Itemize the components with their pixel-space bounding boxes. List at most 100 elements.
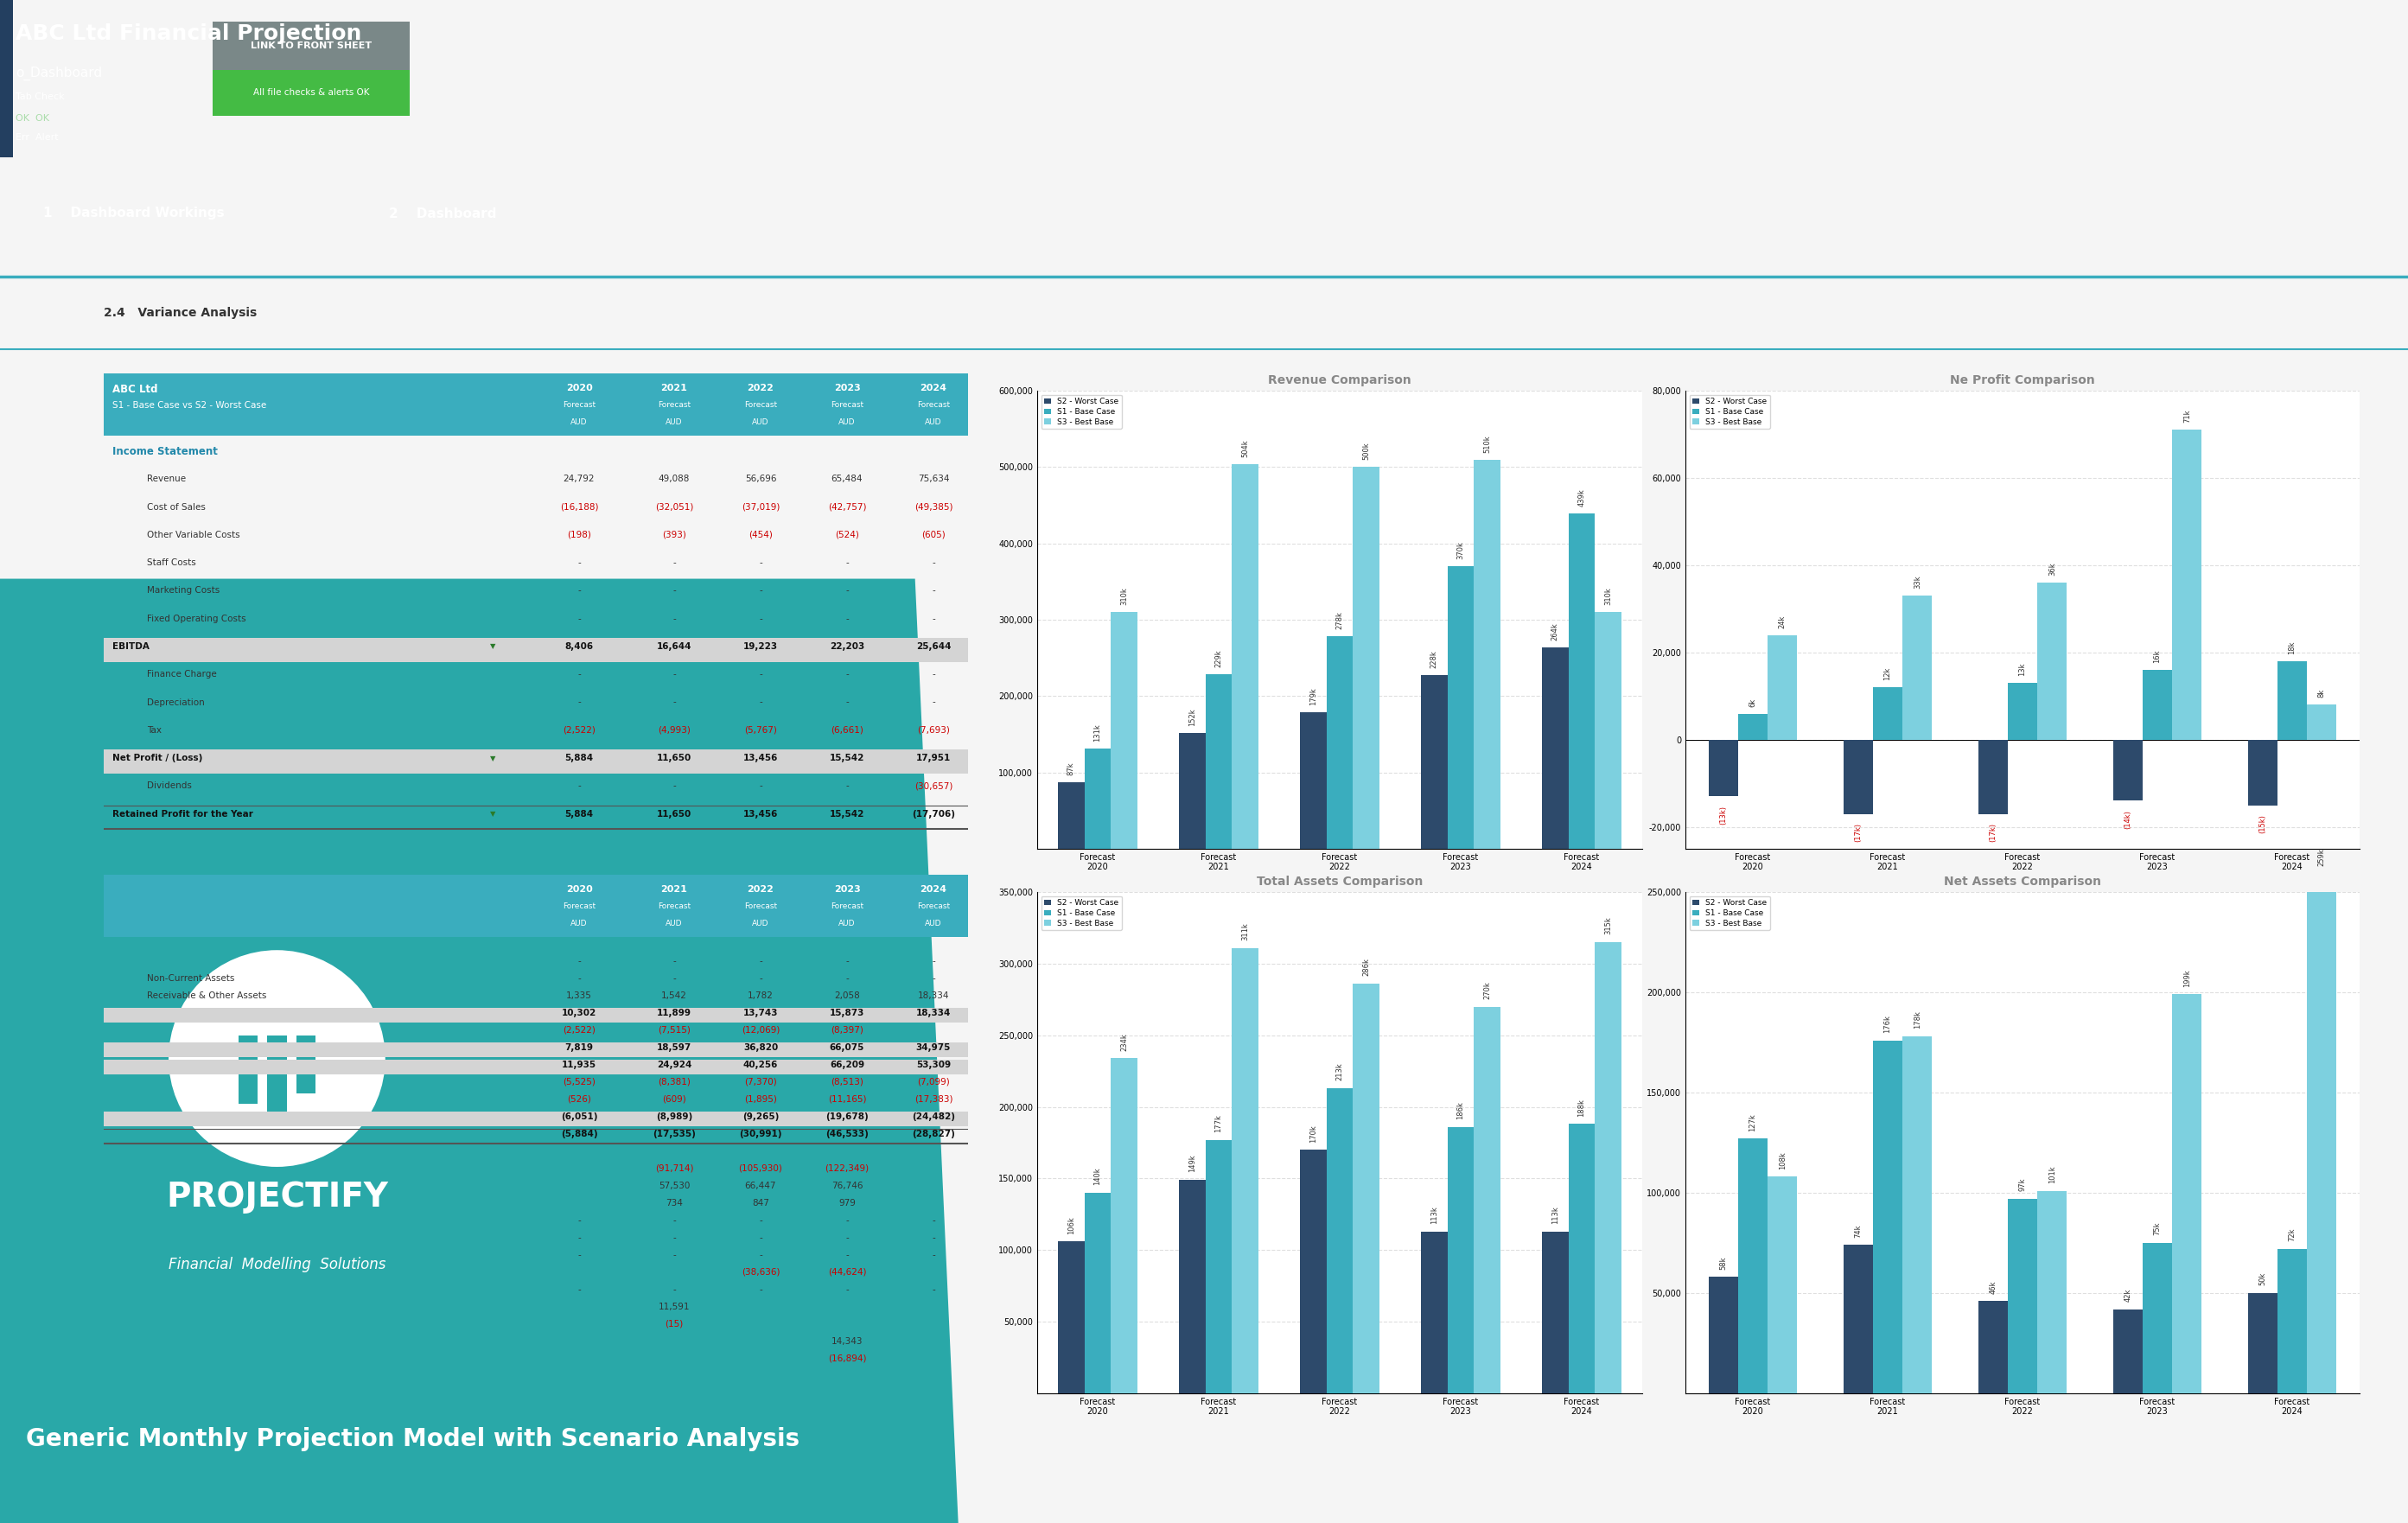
Text: (2,522): (2,522) — [563, 726, 595, 734]
Bar — [2112, 740, 2143, 801]
Bar — [1767, 635, 1796, 740]
Text: AUD: AUD — [925, 419, 942, 426]
Text: Forecast: Forecast — [563, 903, 595, 911]
Text: 66,075: 66,075 — [831, 1043, 864, 1052]
Bar — [2037, 583, 2066, 740]
FancyBboxPatch shape — [104, 749, 968, 774]
Text: (605): (605) — [922, 530, 946, 539]
Text: (91,714): (91,714) — [655, 1164, 694, 1173]
Text: (6,051): (6,051) — [561, 1112, 597, 1121]
Text: 2020: 2020 — [566, 384, 592, 393]
Text: ABC Ltd Financial Projection: ABC Ltd Financial Projection — [14, 23, 361, 44]
Text: 97k: 97k — [2018, 1177, 2028, 1191]
Text: 286k: 286k — [1363, 958, 1370, 976]
Bar — [1873, 1040, 1902, 1394]
Text: (524): (524) — [836, 530, 860, 539]
Bar — [1206, 1139, 1233, 1394]
Text: 75k: 75k — [2153, 1221, 2162, 1235]
FancyBboxPatch shape — [104, 1042, 968, 1057]
Bar — [2037, 1191, 2066, 1394]
Text: (24,482): (24,482) — [913, 1112, 956, 1121]
Text: 14,343: 14,343 — [831, 1337, 862, 1346]
Text: (1,895): (1,895) — [744, 1095, 778, 1104]
Text: 8k: 8k — [2319, 688, 2326, 698]
Text: 33k: 33k — [1914, 576, 1922, 589]
Text: (7,099): (7,099) — [917, 1078, 949, 1086]
Text: Net Profit / (Loss): Net Profit / (Loss) — [113, 754, 202, 763]
Bar — [1233, 465, 1259, 848]
Text: (17,706): (17,706) — [913, 810, 956, 818]
Bar — [2172, 995, 2201, 1394]
Text: (8,381): (8,381) — [657, 1078, 691, 1086]
FancyBboxPatch shape — [212, 21, 409, 70]
Text: 71k: 71k — [2184, 410, 2191, 423]
Text: -: - — [932, 1217, 934, 1224]
Bar — [1568, 1124, 1594, 1394]
Text: AUD: AUD — [838, 920, 855, 928]
Text: All file checks & alerts OK: All file checks & alerts OK — [253, 88, 368, 97]
Text: (609): (609) — [662, 1095, 686, 1104]
Text: Forecast: Forecast — [917, 401, 949, 408]
Text: -: - — [578, 1285, 580, 1295]
Text: Forecast: Forecast — [563, 401, 595, 408]
Text: (6,661): (6,661) — [831, 726, 864, 734]
Text: 2021: 2021 — [660, 384, 689, 393]
Text: -: - — [845, 586, 848, 595]
Text: 1,542: 1,542 — [662, 991, 686, 1001]
Text: 504k: 504k — [1243, 439, 1250, 457]
Ellipse shape — [169, 950, 385, 1167]
Text: -: - — [578, 698, 580, 707]
Text: -: - — [932, 586, 934, 595]
Text: -: - — [759, 670, 763, 679]
Text: (454): (454) — [749, 530, 773, 539]
Text: -: - — [932, 956, 934, 966]
Text: -: - — [672, 698, 677, 707]
Bar — [1594, 943, 1621, 1394]
Text: 310k: 310k — [1604, 588, 1613, 605]
Text: (30,991): (30,991) — [739, 1130, 783, 1138]
Legend: S2 - Worst Case, S1 - Base Case, S3 - Best Base: S2 - Worst Case, S1 - Base Case, S3 - Be… — [1040, 896, 1122, 931]
Text: Forecast: Forecast — [744, 401, 778, 408]
Bar — [1977, 1301, 2008, 1394]
Text: 2023: 2023 — [833, 885, 860, 894]
Text: 734: 734 — [665, 1199, 684, 1208]
FancyBboxPatch shape — [0, 0, 12, 157]
Text: 87k: 87k — [1067, 762, 1074, 775]
Text: 264k: 264k — [1551, 623, 1558, 640]
Text: (526): (526) — [566, 1095, 590, 1104]
Text: ▼: ▼ — [489, 643, 496, 650]
Text: (15k): (15k) — [2259, 815, 2266, 833]
Text: 152k: 152k — [1187, 708, 1197, 726]
Text: Revenue: Revenue — [147, 475, 185, 483]
Bar — [2278, 661, 2307, 740]
Text: -: - — [932, 1250, 934, 1260]
Text: 66,447: 66,447 — [744, 1182, 775, 1189]
Bar — [1842, 1244, 1873, 1394]
Text: Dividends: Dividends — [147, 781, 193, 790]
Bar — [1110, 1058, 1137, 1394]
Text: 18,334: 18,334 — [917, 991, 949, 1001]
Text: o_Dashboard: o_Dashboard — [14, 67, 101, 81]
Bar — [2143, 670, 2172, 740]
Legend: S2 - Worst Case, S1 - Base Case, S3 - Best Base: S2 - Worst Case, S1 - Base Case, S3 - Be… — [1690, 394, 1770, 429]
Text: -: - — [759, 1285, 763, 1295]
Bar — [1421, 675, 1447, 848]
Text: 16,644: 16,644 — [657, 643, 691, 650]
Text: -: - — [672, 1217, 677, 1224]
Text: -: - — [759, 614, 763, 623]
Text: Cost of Sales: Cost of Sales — [147, 503, 205, 512]
Text: AUD: AUD — [925, 920, 942, 928]
Text: 179k: 179k — [1310, 687, 1317, 705]
Text: -: - — [578, 586, 580, 595]
Text: -: - — [759, 586, 763, 595]
Text: 228k: 228k — [1430, 650, 1438, 669]
Text: 213k: 213k — [1336, 1063, 1344, 1081]
Text: -: - — [759, 559, 763, 567]
Text: 15,873: 15,873 — [831, 1008, 864, 1017]
Text: -: - — [932, 559, 934, 567]
Text: 188k: 188k — [1577, 1098, 1584, 1116]
Text: -: - — [932, 1234, 934, 1243]
Text: 2024: 2024 — [920, 885, 946, 894]
FancyBboxPatch shape — [104, 638, 968, 663]
Text: (32,051): (32,051) — [655, 503, 694, 512]
